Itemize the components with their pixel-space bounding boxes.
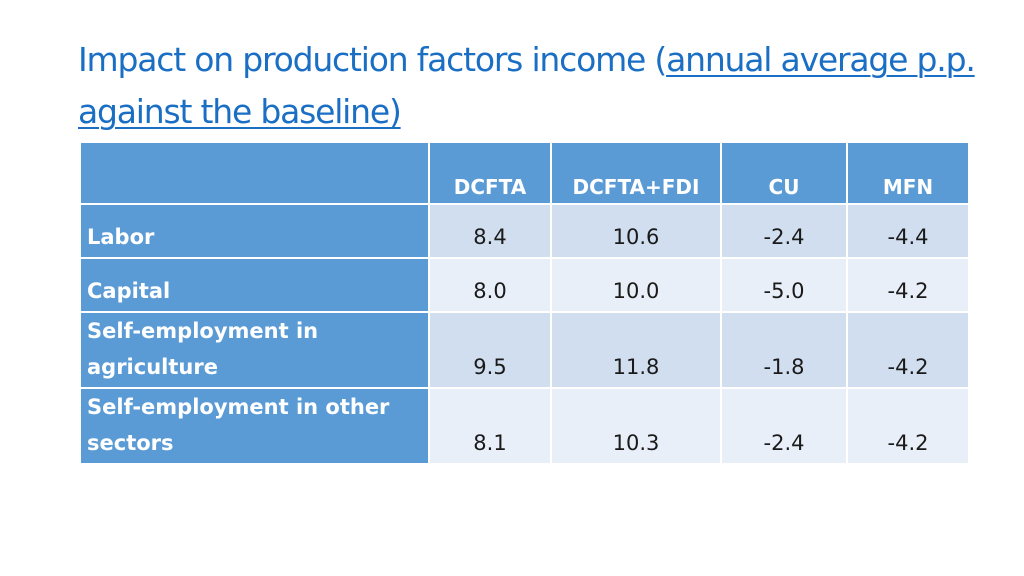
header-cell-mfn: MFN [846, 141, 970, 205]
table-cell: 8.1 [428, 387, 552, 465]
table-cell: -1.8 [720, 311, 848, 389]
row-label: Capital [79, 257, 430, 313]
table-row: Labor 8.4 10.6 -2.4 -4.4 [79, 203, 970, 259]
table-cell: -2.4 [720, 387, 848, 465]
table-cell: -4.2 [846, 387, 970, 465]
header-cell-dcfta: DCFTA [428, 141, 552, 205]
table-cell: 11.8 [550, 311, 722, 389]
table-header-row: DCFTA DCFTA+FDI CU MFN [79, 141, 970, 205]
table-cell: 10.0 [550, 257, 722, 313]
table-cell: -5.0 [720, 257, 848, 313]
table-row: Self-employment in other sectors 8.1 10.… [79, 387, 970, 465]
header-cell-cu: CU [720, 141, 848, 205]
slide-title: Impact on production factors income (ann… [78, 34, 978, 138]
table-cell: 10.6 [550, 203, 722, 259]
table-cell: 9.5 [428, 311, 552, 389]
table-cell: -4.2 [846, 311, 970, 389]
table-cell: 8.0 [428, 257, 552, 313]
table-cell: -4.2 [846, 257, 970, 313]
header-cell-empty [79, 141, 430, 205]
row-label: Self-employment in agriculture [79, 311, 430, 389]
table-row: Capital 8.0 10.0 -5.0 -4.2 [79, 257, 970, 313]
table-cell: -4.4 [846, 203, 970, 259]
table-cell: -2.4 [720, 203, 848, 259]
row-label: Labor [79, 203, 430, 259]
title-link[interactable]: annual average p.p. against the baseline… [78, 40, 976, 131]
data-table: DCFTA DCFTA+FDI CU MFN Labor 8.4 10.6 -2… [79, 141, 970, 465]
row-label: Self-employment in other sectors [79, 387, 430, 465]
header-cell-dcfta-fdi: DCFTA+FDI [550, 141, 722, 205]
table-row: Self-employment in agriculture 9.5 11.8 … [79, 311, 970, 389]
table-cell: 10.3 [550, 387, 722, 465]
title-text: Impact on production factors income ( [78, 40, 667, 79]
table-cell: 8.4 [428, 203, 552, 259]
